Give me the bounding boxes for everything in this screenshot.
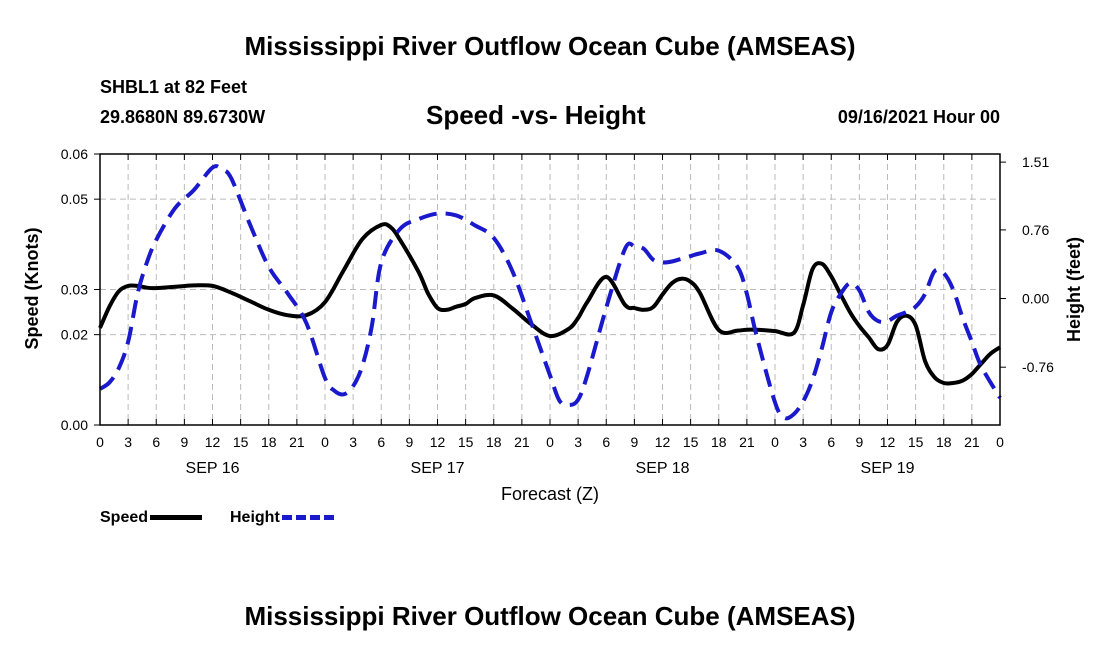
day-label: SEP 17: [411, 460, 465, 477]
y-tick-label: 0.06: [61, 146, 88, 162]
date-label: 09/16/2021 Hour 00: [837, 107, 1000, 127]
y2-axis-label: Height (feet): [1064, 237, 1084, 342]
day-label: SEP 18: [636, 460, 690, 477]
y-axis-label: Speed (Knots): [22, 227, 42, 349]
x-tick-label: 15: [458, 434, 474, 450]
speed-series-line: [98, 222, 1002, 386]
y2-tick-label: -0.76: [1022, 359, 1054, 375]
legend-speed: Speed: [100, 509, 203, 527]
plot-title: Speed -vs- Height: [426, 100, 646, 130]
y-tick-label: 0.02: [61, 327, 88, 343]
x-tick-label: 18: [936, 434, 952, 450]
x-tick-label: 21: [289, 434, 305, 450]
x-tick-label: 0: [546, 434, 554, 450]
series-layer: [98, 164, 1002, 421]
x-tick-label: 12: [880, 434, 896, 450]
day-label: SEP 16: [186, 460, 240, 477]
day-label: SEP 19: [861, 460, 915, 477]
x-tick-label: 12: [655, 434, 671, 450]
footer-title: Mississippi River Outflow Ocean Cube (AM…: [244, 601, 856, 631]
x-tick-label: 15: [683, 434, 699, 450]
x-tick-label: 18: [261, 434, 277, 450]
legend-height: Height: [230, 509, 334, 527]
x-tick-label: 12: [205, 434, 221, 450]
grid-layer: [100, 154, 1000, 425]
x-tick-label: 9: [180, 434, 188, 450]
x-tick-label: 0: [321, 434, 329, 450]
y2-tick-label: 0.00: [1022, 291, 1049, 307]
x-tick-label: 18: [711, 434, 727, 450]
y2-tick-label: 1.51: [1022, 154, 1049, 170]
x-tick-label: 6: [152, 434, 160, 450]
y-tick-label: 0.00: [61, 417, 88, 433]
x-tick-label: 21: [739, 434, 755, 450]
x-tick-label: 9: [405, 434, 413, 450]
legend-speed-label: Speed: [100, 509, 149, 526]
y-tick-label: 0.05: [61, 191, 88, 207]
coordinates-label: 29.8680N 89.6730W: [100, 107, 266, 127]
x-tick-label: 15: [908, 434, 924, 450]
legend-height-label: Height: [230, 509, 280, 526]
axis-layer: 0 3 6 9 12 15 18 21 0 3 6 9 12 15 18 21 0 3 6 9 12 15 18 21 0 3 6 9…: [61, 146, 1054, 477]
station-label: SHBL1 at 82 Feet: [100, 77, 248, 97]
chart-title: Mississippi River Outflow Ocean Cube (AM…: [244, 31, 856, 61]
x-tick-label: 0: [996, 434, 1004, 450]
x-tick-label: 21: [514, 434, 530, 450]
x-tick-label: 21: [964, 434, 980, 450]
x-tick-label: 3: [349, 434, 357, 450]
x-tick-label: 0: [96, 434, 104, 450]
x-tick-label: 6: [377, 434, 385, 450]
legend-speed-swatch: [150, 515, 203, 521]
height-series-line: [98, 164, 1002, 421]
speed-height-chart: 0 3 6 9 12 15 18 21 0 3 6 9 12 15 18 21 0 3 6 9 12 15 18 21 0 3 6 9…: [22, 146, 1084, 504]
x-axis-label: Forecast (Z): [501, 484, 599, 504]
y-tick-label: 0.03: [61, 282, 88, 298]
x-tick-label: 9: [855, 434, 863, 450]
y2-tick-label: 0.76: [1022, 222, 1049, 238]
x-tick-label: 3: [574, 434, 582, 450]
x-tick-label: 6: [602, 434, 610, 450]
x-tick-label: 3: [124, 434, 132, 450]
legend-height-swatch: [281, 515, 334, 521]
x-tick-label: 18: [486, 434, 502, 450]
x-tick-label: 3: [799, 434, 807, 450]
x-tick-label: 15: [233, 434, 249, 450]
x-tick-label: 12: [430, 434, 446, 450]
x-tick-label: 9: [630, 434, 638, 450]
x-tick-label: 6: [827, 434, 835, 450]
x-tick-label: 0: [771, 434, 779, 450]
